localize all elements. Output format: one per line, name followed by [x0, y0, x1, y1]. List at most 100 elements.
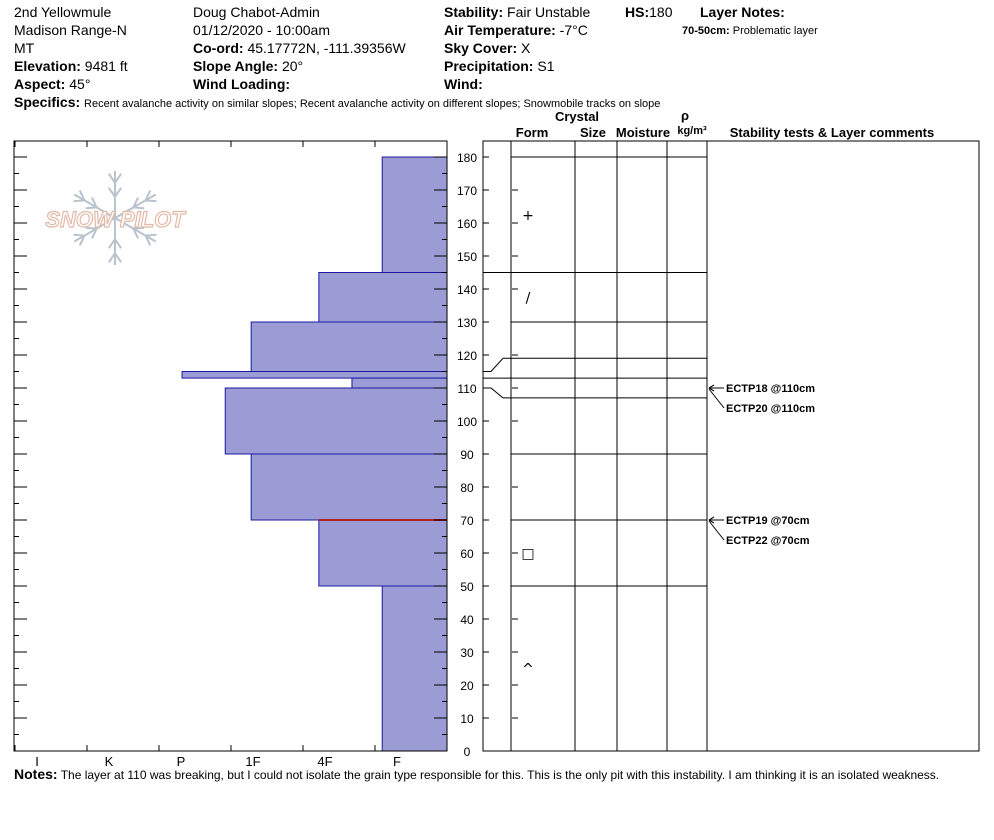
flake-branch [85, 206, 97, 210]
height-label: 80 [460, 481, 474, 495]
height-label: 0 [464, 745, 471, 759]
flake-branch [133, 226, 145, 230]
slope-value: 20° [281, 58, 304, 74]
col-form: Form [516, 125, 549, 140]
air-temp-label: Air Temperature: [444, 22, 556, 38]
col-size: Size [580, 125, 606, 140]
col-density: kg/m³ [677, 125, 707, 137]
stability-test-arrowhead [708, 516, 715, 524]
col-rho: ρ [681, 108, 689, 123]
height-label: 60 [460, 547, 474, 561]
flake-branch [114, 238, 123, 249]
precip-value: S1 [537, 58, 555, 74]
sky-label: Sky Cover: [444, 40, 518, 56]
height-label: 120 [457, 349, 477, 363]
hardness-layer [181, 371, 448, 379]
flake-branch [73, 199, 85, 203]
col-crystal: Crystal [555, 109, 599, 124]
height-label: 140 [457, 283, 477, 297]
layer-connector [483, 387, 511, 399]
height-label: 170 [457, 184, 477, 198]
notes-field: Notes: The layer at 110 was breaking, bu… [14, 766, 939, 782]
stability-test-arrowhead [708, 384, 715, 392]
coord-value: 45.17772N, -111.39356W [247, 40, 406, 56]
layer-table: Crystal Form Size Moisture ρ kg/m³ Stabi… [482, 108, 980, 752]
flake-branch [145, 233, 157, 237]
hardness-label: K [105, 754, 114, 769]
height-label: 20 [460, 679, 474, 693]
hs-value: 180 [649, 4, 673, 20]
air-temp-value: -7°C [559, 22, 588, 38]
hs-field: HS:180 [625, 3, 672, 21]
flake-branch [132, 197, 139, 208]
height-label: 40 [460, 613, 474, 627]
flake-branch [144, 190, 152, 201]
flake-branch [73, 233, 85, 237]
hardness-profile [181, 156, 448, 752]
height-label: 180 [457, 151, 477, 165]
flake-arm [73, 193, 116, 219]
wind-label: Wind: [444, 76, 483, 92]
stability-test-arrow [708, 520, 725, 541]
flake-branch [78, 235, 86, 246]
sky-field: Sky Cover: X [444, 39, 530, 57]
observer-name: Doug Chabot-Admin [193, 4, 320, 20]
elevation-label: Elevation: [14, 58, 81, 74]
sky-value: X [521, 40, 531, 56]
stability-test-label: ECTP20 @110cm [726, 403, 815, 415]
flake-branch [85, 226, 97, 230]
coord-field: Co-ord: 45.17772N, -111.39356W [193, 39, 406, 57]
elevation-field: Elevation: 9481 ft [14, 57, 128, 75]
stability-test-label: ECTP18 @110cm [726, 383, 815, 395]
height-label: 110 [457, 382, 476, 396]
flake-branch [107, 238, 116, 249]
layer-notes-label: Layer Notes: [700, 4, 785, 20]
flake-branch [133, 206, 145, 210]
observation-datetime: 01/12/2020 - 10:00am [193, 22, 330, 38]
height-label: 150 [457, 250, 477, 264]
hardness-layer [250, 321, 448, 372]
flake-branch [132, 228, 139, 239]
stability-test-label: ECTP22 @70cm [726, 535, 810, 547]
grain-form-symbol: / [526, 290, 531, 306]
stability-test-label: ECTP19 @70cm [726, 515, 810, 527]
stability-field: Stability: Fair Unstable [444, 3, 590, 21]
height-label: 100 [457, 415, 477, 429]
hardness-layer [381, 156, 448, 273]
elevation-value: 9481 ft [84, 58, 128, 74]
grain-form-symbol: + [522, 208, 534, 224]
flake-branch [114, 187, 123, 198]
col-stability-tests: Stability tests & Layer comments [730, 125, 934, 140]
flake-branch [107, 252, 116, 263]
flake-branch [107, 187, 116, 198]
flake-branch [91, 228, 98, 239]
precip-field: Precipitation: S1 [444, 57, 554, 75]
hs-label: HS: [625, 4, 650, 20]
layer-note-text: Problematic layer [732, 25, 818, 37]
grain-form-symbol: ^ [522, 662, 534, 678]
flake-arm [114, 217, 157, 243]
layer-note-entry: 70-50cm: Problematic layer [682, 22, 818, 40]
hardness-layer [318, 272, 448, 323]
aspect-label: Aspect: [14, 76, 66, 92]
notes-text: The layer at 110 was breaking, but I cou… [60, 768, 940, 782]
coord-label: Co-ord: [193, 40, 244, 56]
aspect-value: 45° [69, 76, 91, 92]
hardness-layer [318, 519, 448, 587]
precip-label: Precipitation: [444, 58, 534, 74]
hardness-layer [351, 377, 448, 389]
hardness-label: 1F [245, 754, 260, 769]
height-label: 70 [460, 514, 474, 528]
stability-test-arrow [708, 388, 725, 409]
height-label: 50 [460, 580, 474, 594]
flake-branch [145, 199, 157, 203]
layer-connector [483, 357, 511, 372]
specifics-text: Recent avalanche activity on similar slo… [84, 98, 661, 110]
wind-field: Wind: [444, 75, 483, 93]
hardness-axis: I K P 1F 4F F [14, 141, 401, 769]
hardness-layer [250, 453, 448, 521]
specifics-field: Specifics: Recent avalanche activity on … [14, 93, 660, 113]
height-label: 30 [460, 646, 474, 660]
hardness-label: F [393, 754, 401, 769]
